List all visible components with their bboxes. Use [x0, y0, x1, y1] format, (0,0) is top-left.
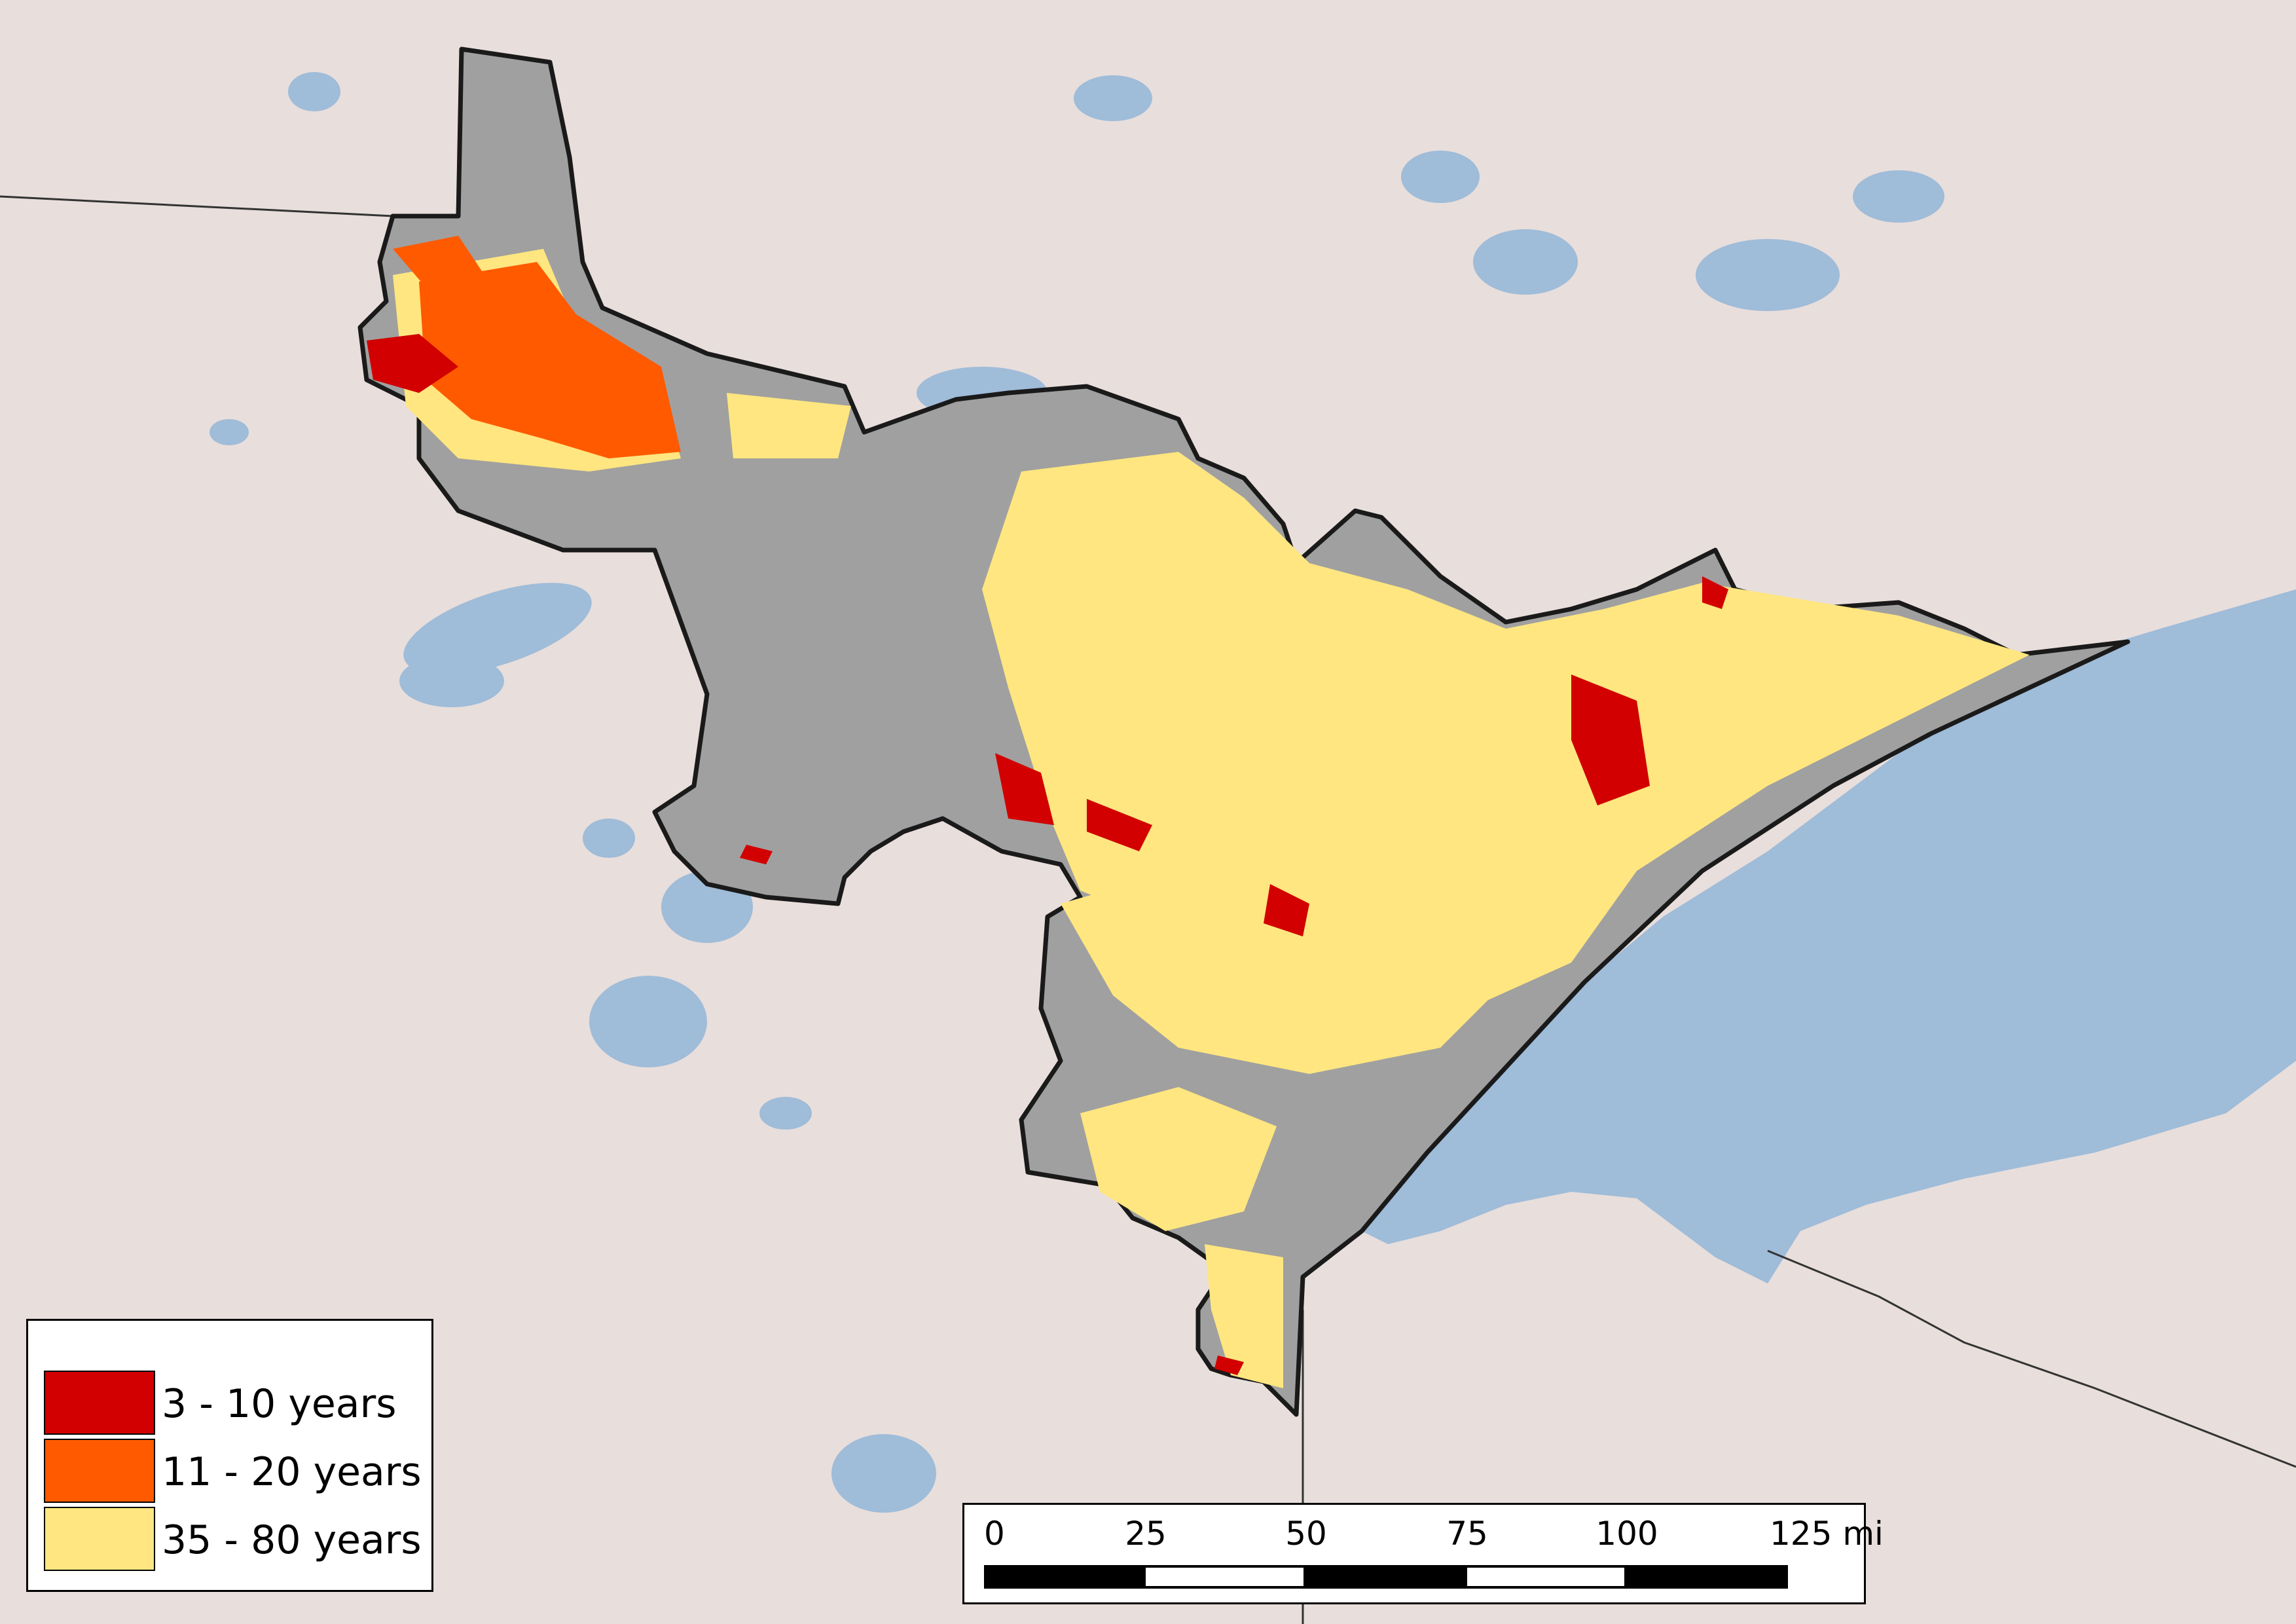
scale-tick-label: 0 [984, 1515, 1005, 1553]
legend-label: 11 - 20 years [162, 1449, 422, 1495]
scale-tick-label: 75 [1446, 1515, 1488, 1553]
age-class-3-10 [367, 334, 1728, 1375]
lakes [210, 72, 2246, 1513]
scale-segment-3 [1303, 1565, 1467, 1589]
scale-segment-4 [1465, 1565, 1627, 1589]
lake-superior [1362, 589, 2296, 1283]
legend-swatch-3-10-years [44, 1371, 155, 1435]
scale-segment-1 [984, 1565, 1146, 1589]
legend-swatch-11-20-years [44, 1439, 155, 1503]
scale-tick-label: 25 [1125, 1515, 1167, 1553]
legend-label: 35 - 80 years [162, 1517, 422, 1563]
scale-segment-2 [1143, 1565, 1306, 1589]
scale-tick-label: 125 mi [1770, 1515, 1884, 1553]
age-class-11-20 [393, 236, 681, 458]
scale-tick-label: 100 [1595, 1515, 1658, 1553]
legend-label: 3 - 10 years [162, 1381, 397, 1427]
map-legend: 3 - 10 years 11 - 20 years 35 - 80 years [26, 1319, 433, 1592]
legend-swatch-35-80-years [44, 1507, 155, 1571]
scale-bar: 0 25 50 75 100 125 mi [962, 1503, 1884, 1604]
scale-segment-5 [1624, 1565, 1788, 1589]
scale-tick-label: 50 [1285, 1515, 1327, 1553]
